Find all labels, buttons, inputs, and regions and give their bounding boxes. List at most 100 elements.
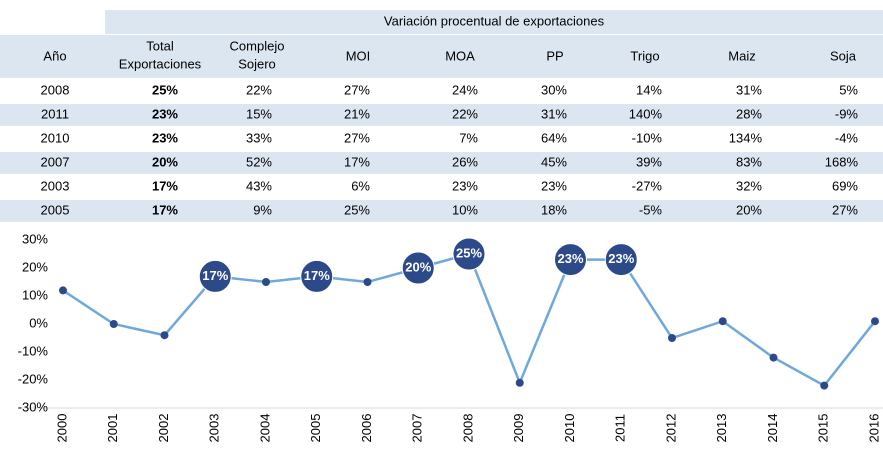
cell: 5% xyxy=(839,82,858,97)
y-tick-label: -30% xyxy=(18,399,49,414)
cell: 10% xyxy=(452,202,478,217)
label-bubble xyxy=(554,243,587,277)
cell: 27% xyxy=(832,202,858,217)
cell: 17% xyxy=(344,154,370,169)
x-tick-label: 2009 xyxy=(511,414,526,443)
point xyxy=(262,278,270,286)
x-tick-label: 2012 xyxy=(663,414,678,443)
label-bubble xyxy=(198,259,232,293)
x-tick-label: 2016 xyxy=(866,414,881,443)
cell: 25% xyxy=(344,202,370,217)
column-header: Soja xyxy=(830,48,857,63)
column-header: PP xyxy=(546,48,563,63)
cell: -4% xyxy=(835,130,859,145)
y-tick-label: 20% xyxy=(22,259,48,274)
cell: 6% xyxy=(351,178,370,193)
row-bg xyxy=(0,104,883,126)
cell: -9% xyxy=(835,106,859,121)
label-bubble xyxy=(300,259,334,293)
y-tick-label: -20% xyxy=(18,371,49,386)
x-tick-label: 2004 xyxy=(257,414,272,443)
cell: 20% xyxy=(152,154,178,169)
point xyxy=(769,353,778,362)
column-header: MOI xyxy=(346,48,371,63)
cell: -27% xyxy=(632,178,663,193)
cell: 140% xyxy=(629,106,663,121)
cell: 69% xyxy=(832,178,858,193)
column-header: Total xyxy=(146,38,174,53)
column-header: Trigo xyxy=(630,48,659,63)
cell: 23% xyxy=(152,130,178,145)
cell: 25% xyxy=(152,82,178,97)
line xyxy=(62,252,876,388)
cell: 168% xyxy=(825,154,859,169)
row-bg xyxy=(0,200,883,222)
cell: 21% xyxy=(344,106,370,121)
cell: 23% xyxy=(541,178,567,193)
y-tick-label: -10% xyxy=(18,343,49,358)
header-bg xyxy=(0,35,883,78)
x-tick-label: 2010 xyxy=(562,414,577,443)
cell: 30% xyxy=(541,82,567,97)
y-tick-label: 10% xyxy=(22,287,48,302)
y-tick-label: 0% xyxy=(29,315,48,330)
label-bubble xyxy=(604,243,638,277)
point xyxy=(515,378,524,387)
cell: 31% xyxy=(541,106,567,121)
point xyxy=(363,278,372,286)
data-label: 23% xyxy=(608,251,634,266)
cell: 15% xyxy=(246,106,272,121)
cell: 2007 xyxy=(41,154,70,169)
group-header-bg xyxy=(105,10,883,34)
x-tick-label: 2003 xyxy=(207,414,222,443)
x-tick-label: 2006 xyxy=(359,414,374,443)
point xyxy=(820,381,829,390)
column-header: Complejo xyxy=(230,38,285,53)
cell: 23% xyxy=(152,106,178,121)
x-tick-label: 2005 xyxy=(308,414,323,443)
cell: 22% xyxy=(452,106,478,121)
x-tick-label: 2002 xyxy=(156,414,171,443)
point xyxy=(59,286,67,295)
cell: 17% xyxy=(152,202,178,217)
x-tick-label: 2014 xyxy=(765,414,780,443)
x-tick-label: 2011 xyxy=(613,414,628,442)
column-header: MOA xyxy=(445,48,475,63)
cell: 9% xyxy=(253,202,272,217)
column-header: Sojero xyxy=(238,56,276,71)
data-label: 17% xyxy=(304,268,330,283)
cell: -5% xyxy=(639,202,663,217)
point xyxy=(160,331,169,340)
x-tick-label: 2001 xyxy=(105,414,120,443)
label-bubble xyxy=(452,237,486,271)
cell: 23% xyxy=(452,178,478,193)
data-label: 25% xyxy=(456,245,482,260)
column-header: Exportaciones xyxy=(119,56,202,71)
cell: 7% xyxy=(459,130,478,145)
x-tick-label: 2013 xyxy=(714,414,729,443)
cell: 32% xyxy=(736,178,762,193)
cell: 134% xyxy=(729,130,763,145)
cell: 2003 xyxy=(41,178,70,193)
cell: 31% xyxy=(736,82,762,97)
cell: 2008 xyxy=(41,82,70,97)
cell: 17% xyxy=(152,178,178,193)
cell: 22% xyxy=(246,82,272,97)
data-label: 20% xyxy=(405,259,431,274)
cell: 28% xyxy=(736,106,762,121)
cell: 39% xyxy=(636,154,662,169)
group-header: Variación procentual de exportaciones xyxy=(384,13,605,28)
cell: 43% xyxy=(246,178,272,193)
point xyxy=(668,334,676,342)
cell: 83% xyxy=(736,154,762,169)
cell: 2010 xyxy=(41,130,70,145)
row-bg xyxy=(0,152,883,174)
data-label: 23% xyxy=(557,251,583,266)
x-tick-label: 2008 xyxy=(460,414,475,443)
point xyxy=(718,317,727,326)
point xyxy=(109,320,118,328)
cell: 2005 xyxy=(41,202,70,217)
x-tick-label: 2000 xyxy=(54,414,69,443)
cell: 24% xyxy=(452,82,478,97)
